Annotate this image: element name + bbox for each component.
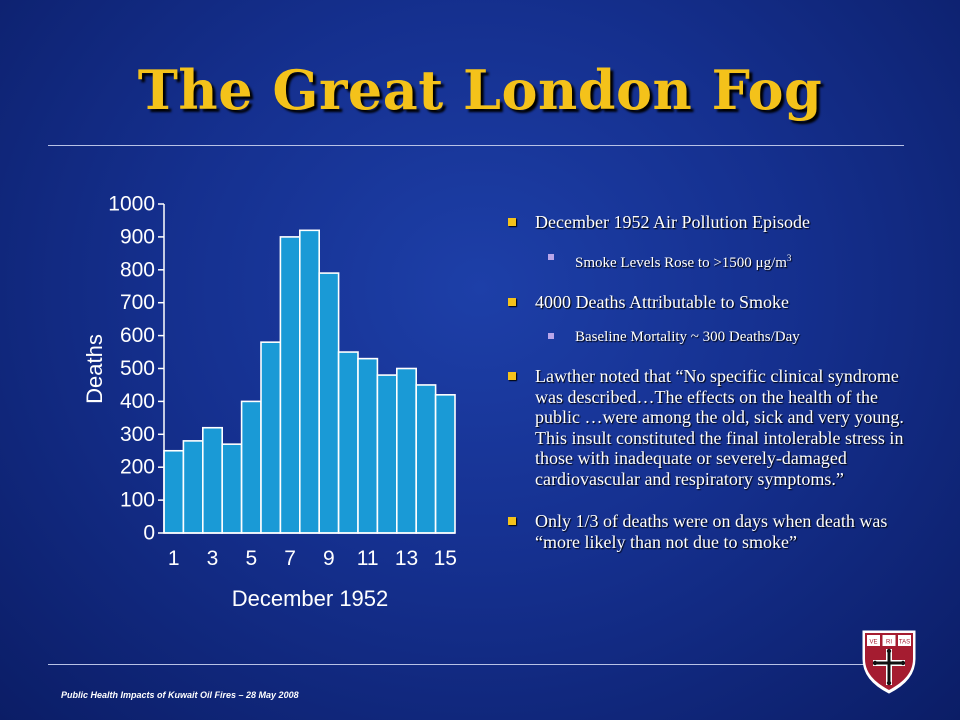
y-tick-label-400: 400 [120,390,155,413]
slide-title: The Great London Fog [137,58,823,122]
x-tick-label-13: 13 [395,547,418,570]
x-tick-label-1: 1 [168,547,180,570]
logo-book-ri: RI [886,640,892,646]
bar-day-14 [415,384,437,534]
logo-book-ve: VE [869,640,877,646]
x-tick-label-5: 5 [245,547,257,570]
harvard-shield-icon: VE RI TAS [862,630,916,694]
y-tick-label-600: 600 [120,324,155,347]
sub-bullet-baseline-mortality: Baseline Mortality ~ 300 Deaths/Day [548,328,908,346]
x-tick-label-15: 15 [434,547,457,570]
bar-day-3 [202,426,224,534]
bar-day-11 [357,357,379,534]
bar-day-5 [240,400,262,534]
y-tick-label-1000: 1000 [108,193,155,216]
bullet-lawther-quote: Lawther noted that “No specific clinical… [508,366,908,489]
x-axis-title: December 1952 [232,586,389,611]
y-tick-label-800: 800 [120,258,155,281]
sub-bullet-smoke-levels: Smoke Levels Rose to >1500 μg/m3 [548,249,908,272]
x-tick-label-3: 3 [207,547,219,570]
logo-book-tas: TAS [899,640,910,646]
bullet-one-third-deaths: Only 1/3 of deaths were on days when dea… [508,511,908,552]
bar-day-13 [395,367,417,534]
bar-day-1 [163,449,185,534]
bar-day-2 [182,440,204,534]
y-tick-label-300: 300 [120,423,155,446]
sub-bullet-smoke-levels-text: Smoke Levels Rose to >1500 μg/m [575,254,787,271]
bar-day-6 [260,341,282,534]
y-tick-label-100: 100 [120,489,155,512]
y-tick-label-900: 900 [120,225,155,248]
bar-day-9 [318,272,340,534]
bar-day-12 [376,374,398,534]
x-tick-label-11: 11 [357,547,379,570]
y-tick-label-200: 200 [120,456,155,479]
y-tick-label-500: 500 [120,357,155,380]
y-tick-label-700: 700 [120,291,155,314]
bar-day-10 [337,351,359,534]
footer-divider [48,664,904,665]
x-tick-label-9: 9 [323,547,335,570]
y-tick-label-0: 0 [143,522,155,545]
bullet-deaths-attributable: 4000 Deaths Attributable to Smoke [508,292,908,313]
title-divider [48,145,904,146]
y-axis-title: Deaths [82,334,107,404]
bullet-pollution-episode: December 1952 Air Pollution Episode [508,212,908,233]
bar-day-7 [279,236,301,534]
bullet-list: December 1952 Air Pollution Episode Smok… [508,212,908,574]
bar-day-4 [221,443,243,534]
x-tick-label-7: 7 [284,547,296,570]
footer-text: Public Health Impacts of Kuwait Oil Fire… [61,690,299,700]
bar-day-8 [299,229,321,534]
bar-day-15 [434,394,456,534]
superscript-cubed: 3 [786,252,792,263]
